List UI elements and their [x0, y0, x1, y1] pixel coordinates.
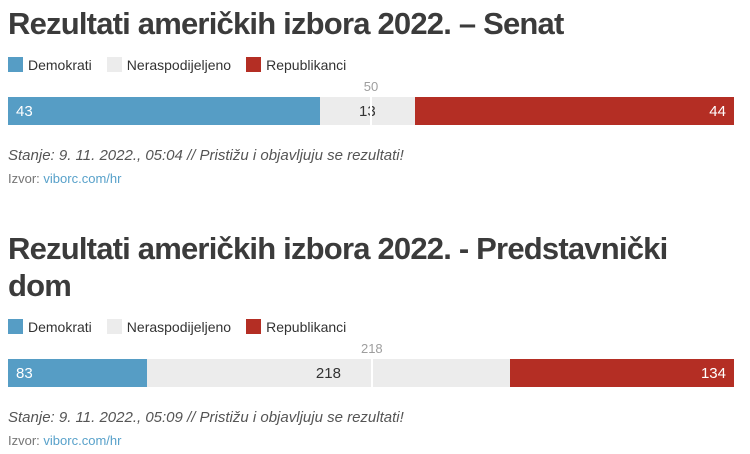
source-link[interactable]: viborc.com/hr [43, 171, 122, 186]
plot-area: 218 83 218 134 [8, 339, 734, 387]
majority-threshold-label-row: 218 [8, 339, 734, 359]
source-label: Izvor: [8, 171, 40, 186]
source-line: Izvor: viborc.com/hr [8, 433, 734, 448]
legend-label: Republikanci [266, 318, 347, 335]
stacked-bar: 43 13 44 [8, 97, 734, 125]
source-label: Izvor: [8, 433, 40, 448]
legend-item-neraspodijeljeno: Neraspodijeljeno [106, 56, 232, 73]
legend: Demokrati Neraspodijeljeno Republikanci [8, 56, 734, 73]
legend-swatch-demokrati [8, 57, 23, 72]
source-link[interactable]: viborc.com/hr [43, 433, 122, 448]
chart-title: Rezultati američkih izbora 2022. - Preds… [8, 231, 668, 303]
house-results-chart: Rezultati američkih izbora 2022. - Preds… [0, 186, 750, 448]
status-text: Stanje: 9. 11. 2022., 05:09 // Pristižu … [8, 409, 404, 426]
segment-value-label: 44 [709, 102, 726, 120]
segment-value-label: 83 [16, 364, 33, 382]
status-text: Stanje: 9. 11. 2022., 05:04 // Pristižu … [8, 147, 404, 164]
majority-marker-line [370, 97, 372, 125]
legend-swatch-demokrati [8, 319, 23, 334]
chart-title: Rezultati američkih izbora 2022. – Senat [8, 6, 564, 41]
legend: Demokrati Neraspodijeljeno Republikanci [8, 318, 734, 335]
bar-segment-demokrati: 43 [8, 97, 321, 125]
legend-item-demokrati: Demokrati [8, 57, 92, 73]
legend-label: Demokrati [28, 318, 92, 335]
legend-swatch-republikanci [246, 319, 262, 334]
legend-item-demokrati: Demokrati [8, 319, 92, 335]
segment-value-label: 43 [16, 102, 33, 120]
segment-value-label: 218 [315, 364, 341, 382]
segment-value-label: 13 [359, 102, 376, 120]
stacked-bar: 83 218 134 [8, 359, 734, 387]
majority-threshold-label-row: 50 [8, 77, 734, 97]
legend-item-republikanci: Republikanci [246, 319, 346, 335]
segment-value-label: 134 [700, 364, 726, 382]
legend-label: Neraspodijeljeno [126, 318, 232, 335]
legend-item-republikanci: Republikanci [246, 57, 346, 73]
senate-results-chart: Rezultati američkih izbora 2022. – Senat… [0, 0, 750, 186]
bar-segment-neraspodijeljeno: 218 [146, 359, 511, 387]
legend-label: Republikanci [266, 56, 347, 73]
source-line: Izvor: viborc.com/hr [8, 171, 734, 186]
bar-segment-republikanci: 44 [414, 97, 734, 125]
legend-swatch-republikanci [246, 57, 262, 72]
majority-marker-line [370, 359, 373, 387]
majority-threshold-label: 50 [363, 79, 379, 94]
legend-label: Neraspodijeljeno [126, 56, 232, 73]
legend-item-neraspodijeljeno: Neraspodijeljeno [106, 318, 232, 335]
bar-segment-republikanci: 134 [510, 359, 734, 387]
legend-label: Demokrati [28, 56, 92, 73]
plot-area: 50 43 13 44 [8, 77, 734, 125]
legend-swatch-neraspodijeljeno [106, 57, 122, 72]
bar-segment-demokrati: 83 [8, 359, 147, 387]
bar-segment-neraspodijeljeno: 13 [320, 97, 415, 125]
legend-swatch-neraspodijeljeno [106, 319, 122, 334]
majority-threshold-label: 218 [360, 341, 383, 356]
